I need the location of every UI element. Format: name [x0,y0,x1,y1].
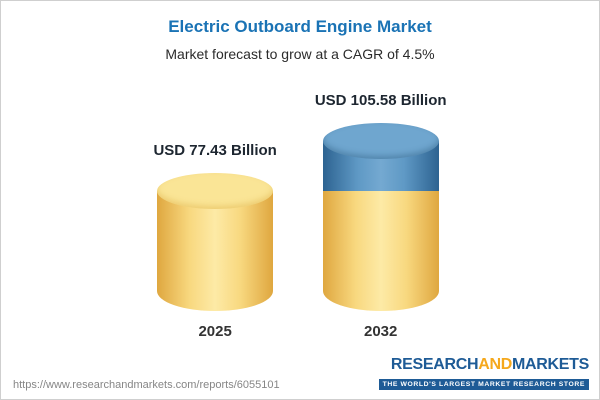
cylinder-base-segment [322,191,439,311]
year-label-2032: 2032 [364,323,398,340]
bar-group-2025: USD 77.43 Billion 2025 [153,142,276,340]
value-label-2032: USD 105.58 Billion [314,92,447,109]
logo-word-research: RESEARCH [390,356,479,373]
value-label-2025: USD 77.43 Billion [153,142,277,159]
year-label-2025: 2025 [198,323,232,340]
cylinder-2025 [157,173,274,311]
chart-subtitle: Market forecast to grow at a CAGR of 4.5… [165,46,435,62]
footer: https://www.researchandmarkets.com/repor… [13,357,589,392]
logo-word-and: AND [478,356,512,373]
logo-word-markets: MARKETS [511,356,589,373]
logo-wordmark: RESEARCHANDMARKETS [379,357,589,373]
cylinder-body-2025 [157,191,274,311]
cylinder-top-ellipse [157,173,274,209]
source-url[interactable]: https://www.researchandmarkets.com/repor… [13,379,280,391]
research-and-markets-logo: RESEARCHANDMARKETS THE WORLD'S LARGEST M… [378,357,589,391]
bar-group-2032: USD 105.58 Billion 2032 [315,92,447,340]
chart-header: Electric Outboard Engine Market Market f… [1,1,599,62]
cylinder-bar-chart: USD 77.43 Billion 2025 USD 105.58 Billio… [1,72,599,340]
cylinder-2032 [322,123,439,311]
cylinder-top-ellipse-blue [322,123,439,159]
logo-tagline: THE WORLD'S LARGEST MARKET RESEARCH STOR… [378,379,589,390]
chart-title: Electric Outboard Engine Market [168,17,432,36]
